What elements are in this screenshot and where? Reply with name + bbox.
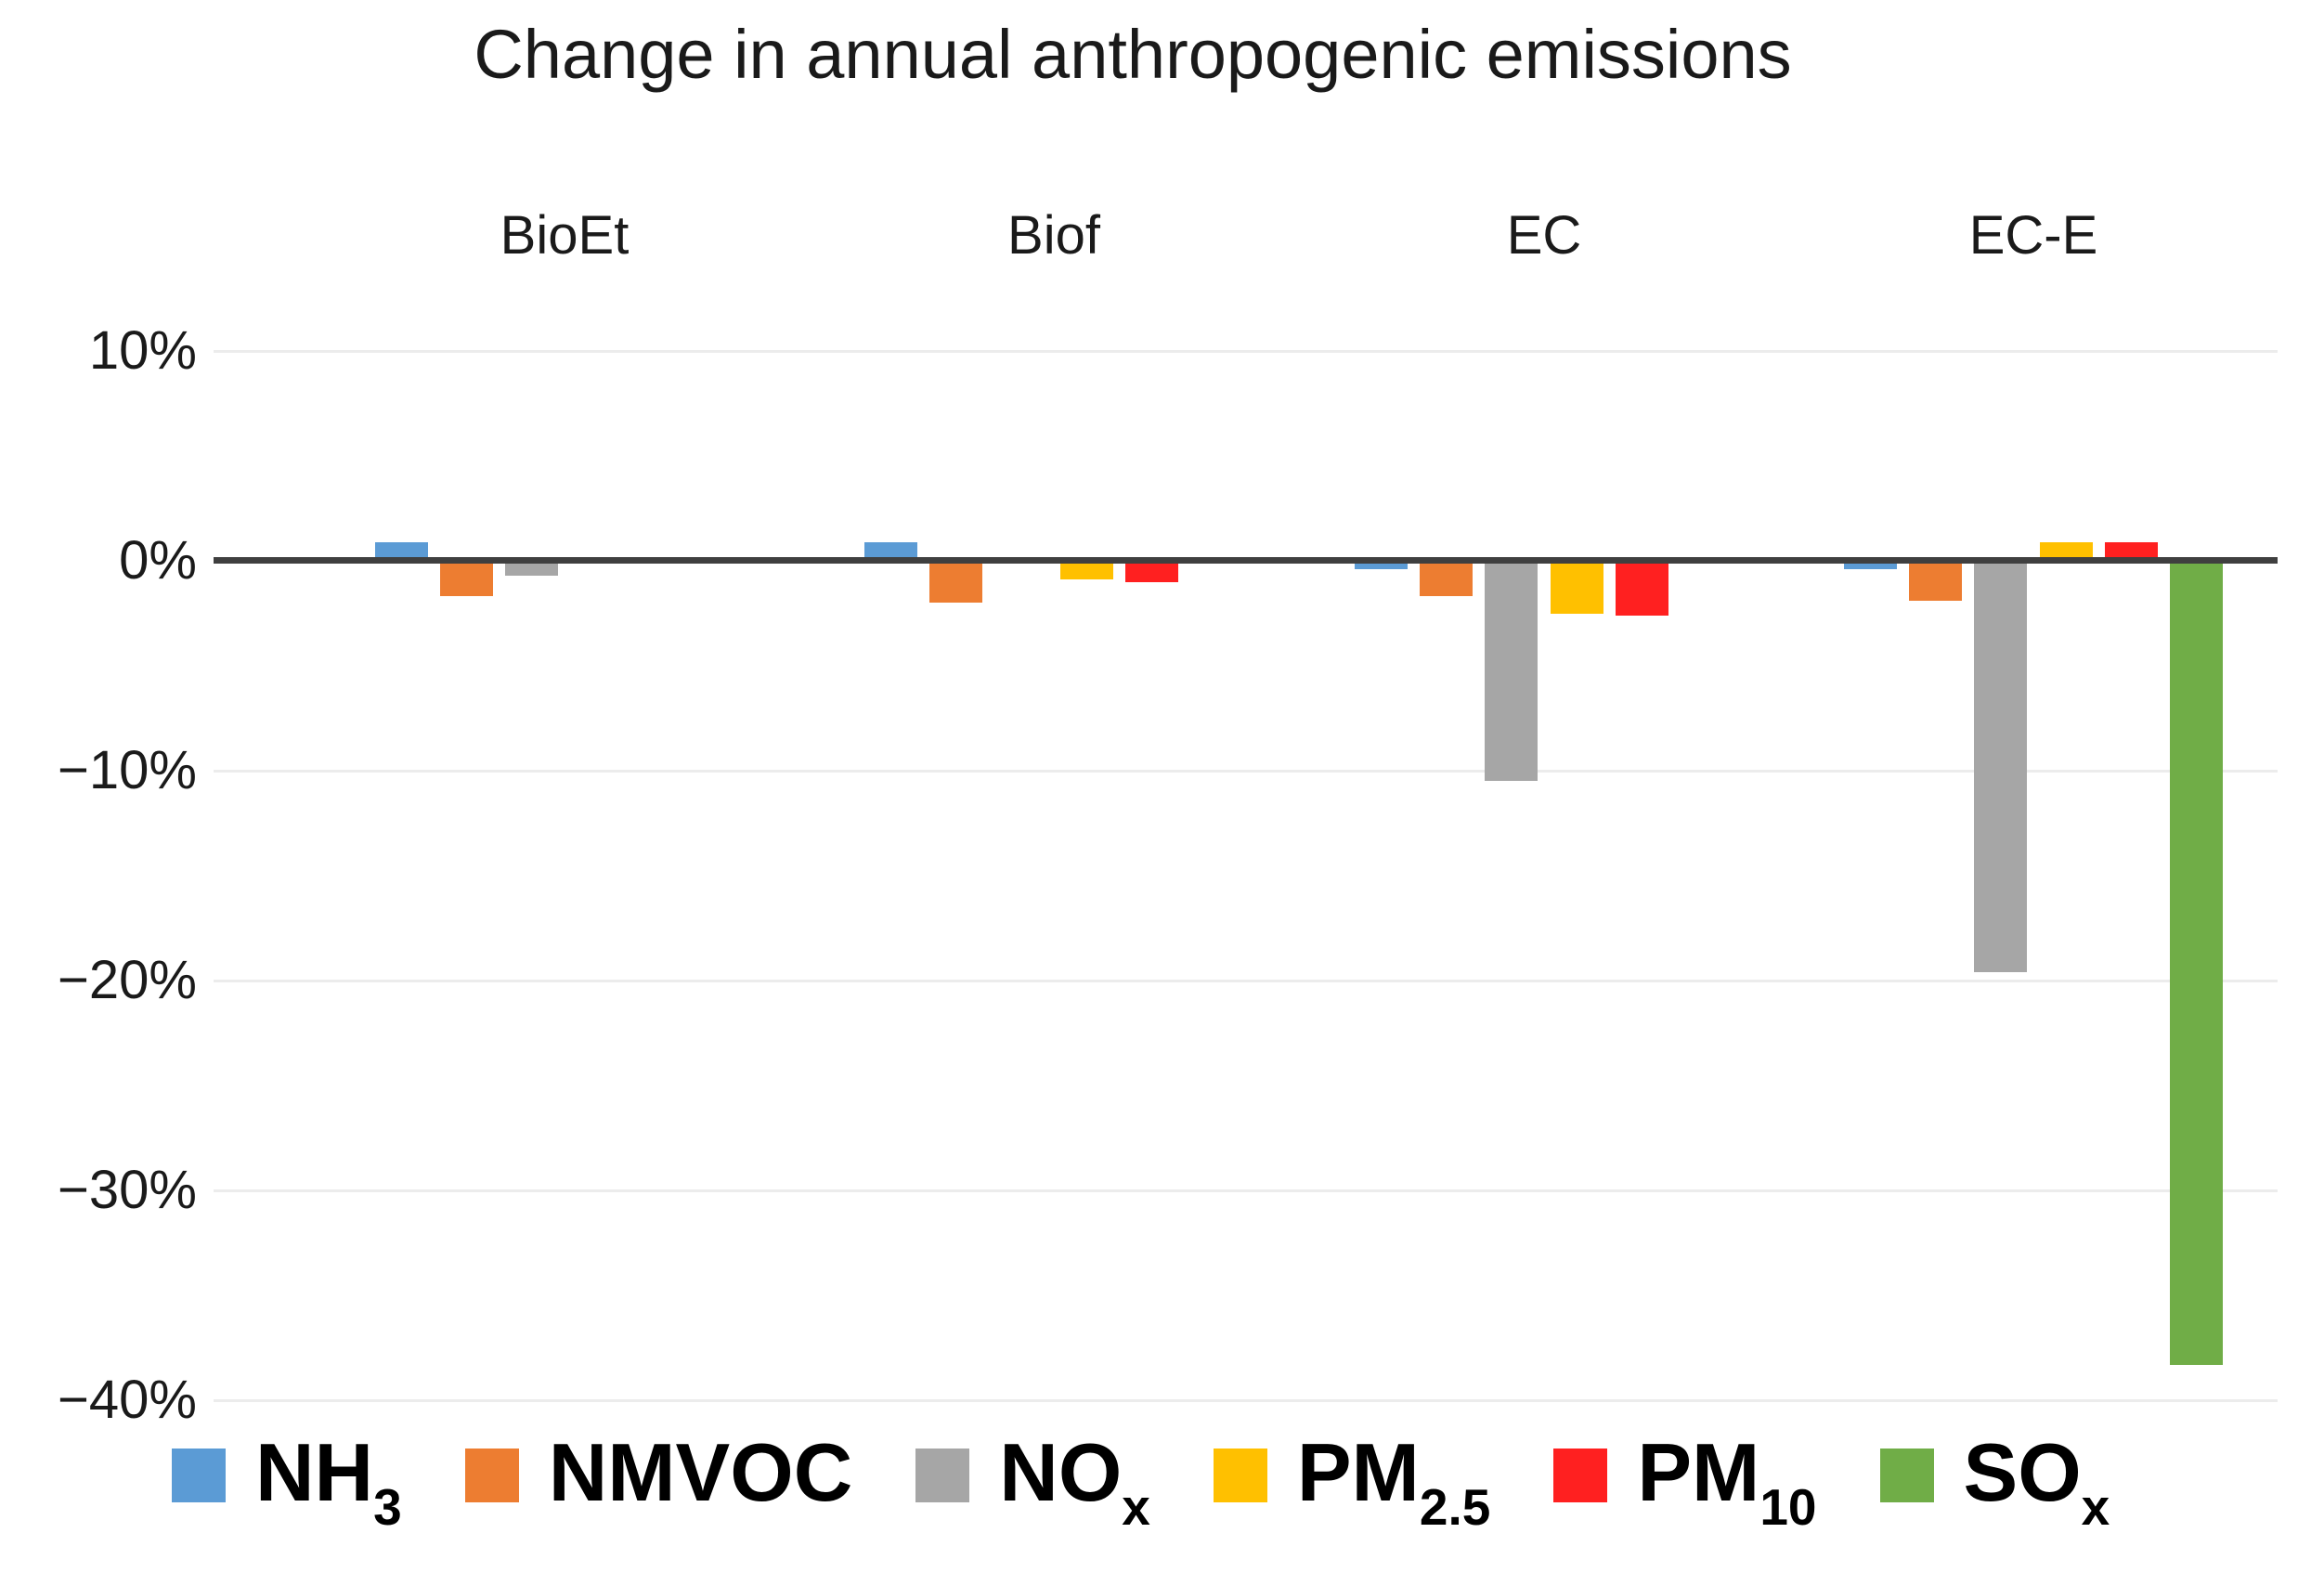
- y-tick-label-0: 0%: [119, 530, 197, 591]
- bar-nmvoc-ec: [1420, 561, 1474, 597]
- gridline--30: [214, 1189, 2278, 1192]
- category-label-ec: EC: [1506, 205, 1582, 266]
- zero-axis-line: [214, 557, 2278, 564]
- bar-sox-ece: [2170, 561, 2224, 1365]
- gridline-10: [214, 349, 2278, 353]
- bar-nh3-bioet: [374, 541, 428, 561]
- legend-swatch-nh3-icon: [172, 1449, 226, 1502]
- bar-nox-bioet: [505, 561, 559, 576]
- chart-title: Change in annual anthropogenic emissions: [474, 16, 1792, 93]
- bar-nmvoc-ece: [1909, 561, 1963, 601]
- legend-item-nmvoc: NMVOC: [464, 1426, 853, 1518]
- legend-swatch-pm10-icon: [1553, 1449, 1608, 1502]
- gridline--40: [214, 1398, 2278, 1402]
- legend-label-pm25: PM2.5: [1296, 1426, 1491, 1537]
- category-label-biof: Biof: [1007, 205, 1100, 266]
- bar-pm25-biof: [1059, 561, 1113, 580]
- legend-item-nh3: NH3: [172, 1426, 402, 1537]
- bar-nh3-ec: [1354, 561, 1408, 570]
- bar-nmvoc-biof: [929, 561, 983, 604]
- legend-swatch-pm25-icon: [1213, 1449, 1267, 1502]
- y-tick-label--20: −20%: [58, 950, 197, 1010]
- y-tick-label-10: 10%: [88, 320, 197, 381]
- bar-pm10-biof: [1124, 561, 1178, 582]
- legend-label-subscript: 3: [373, 1478, 402, 1536]
- bar-nmvoc-bioet: [440, 561, 494, 597]
- legend-swatch-nox-icon: [915, 1449, 970, 1502]
- bar-pm10-ec: [1615, 561, 1668, 616]
- bar-nox-ece: [1974, 561, 2028, 972]
- legend-item-nox: NOx: [915, 1426, 1150, 1537]
- gridline--10: [214, 769, 2278, 773]
- legend-label-nmvoc: NMVOC: [548, 1426, 853, 1518]
- bar-pm25-ece: [2039, 541, 2093, 561]
- legend-label-nh3: NH3: [255, 1426, 402, 1537]
- legend-item-pm25: PM2.5: [1213, 1426, 1491, 1537]
- legend-swatch-nmvoc-icon: [464, 1449, 519, 1502]
- bar-pm25-ec: [1550, 561, 1603, 614]
- bar-nh3-ece: [1843, 561, 1897, 570]
- legend-label-subscript: 10: [1759, 1478, 1817, 1536]
- legend-label-subscript: 2.5: [1419, 1478, 1491, 1536]
- legend-swatch-sox-icon: [1879, 1449, 1934, 1502]
- legend-label-sox: SOx: [1963, 1426, 2110, 1537]
- legend: NH3 NMVOC NOx PM2.5 PM10 SOx: [172, 1426, 2110, 1537]
- y-tick-label--30: −30%: [58, 1160, 197, 1220]
- legend-label-subscript: x: [1122, 1478, 1150, 1536]
- category-label-bioet: BioEt: [500, 205, 630, 266]
- category-label-ece: EC-E: [1968, 205, 2098, 266]
- legend-item-sox: SOx: [1879, 1426, 2110, 1537]
- y-tick-label--10: −10%: [58, 740, 197, 800]
- legend-label-subscript: x: [2081, 1478, 2110, 1536]
- bar-nh3-biof: [863, 541, 917, 561]
- legend-item-pm10: PM10: [1553, 1426, 1817, 1537]
- bar-pm10-ece: [2104, 541, 2158, 561]
- legend-label-pm10: PM10: [1637, 1426, 1817, 1537]
- legend-label-nox: NOx: [999, 1426, 1150, 1537]
- gridline--20: [214, 979, 2278, 982]
- bar-nox-ec: [1485, 561, 1539, 782]
- y-tick-label--40: −40%: [58, 1370, 197, 1430]
